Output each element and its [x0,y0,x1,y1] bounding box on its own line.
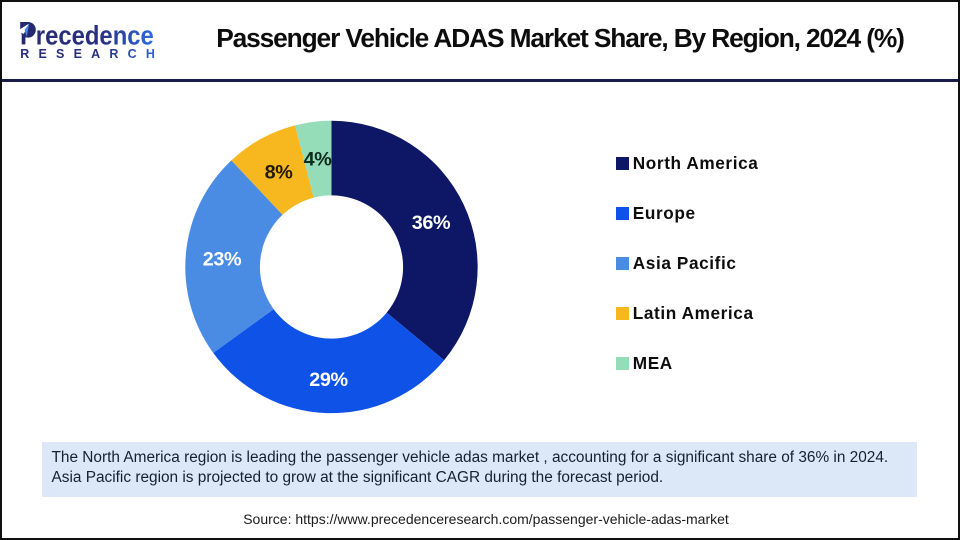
svg-text:23%: 23% [203,249,242,271]
svg-text:RESEARCH: RESEARCH [20,47,164,61]
svg-text:recedence: recedence [36,20,154,50]
svg-text:36%: 36% [412,212,451,234]
svg-text:4%: 4% [304,149,333,171]
svg-text:29%: 29% [309,369,348,391]
svg-text:8%: 8% [265,162,294,184]
